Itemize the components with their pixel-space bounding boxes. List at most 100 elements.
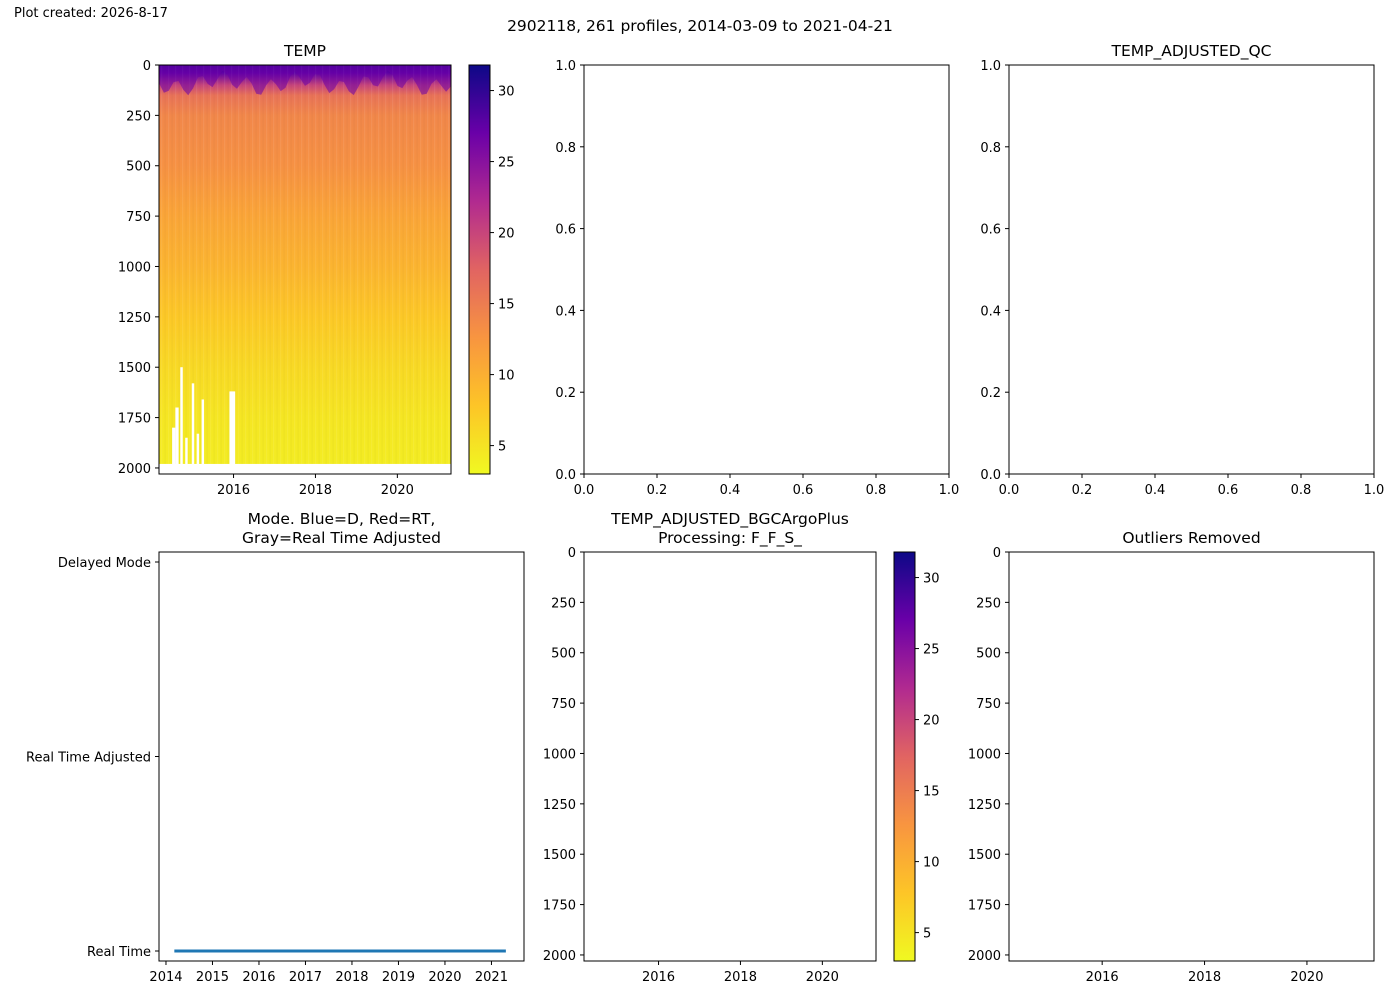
data-gap <box>196 433 200 474</box>
profile-streaks <box>159 65 451 464</box>
data-gap <box>185 437 188 474</box>
colorbar-tick-label: 20 <box>923 714 940 729</box>
y-tick-label: 0 <box>993 546 1001 561</box>
colorbar-tick-label: 30 <box>498 85 515 100</box>
x-tick-label: 2020 <box>428 970 461 985</box>
y-tick-label: 0.8 <box>555 141 576 156</box>
data-gap <box>172 427 176 474</box>
colorbar-frame <box>893 551 916 962</box>
axes-frame <box>1008 551 1375 962</box>
x-tick-label: 2018 <box>724 970 757 985</box>
panel-title-line: Processing: F_F_S_ <box>658 529 802 548</box>
y-tick-label: 500 <box>551 647 576 662</box>
y-tick-label: 0.0 <box>980 468 1001 483</box>
y-tick-label: 500 <box>126 160 151 175</box>
colorbar-gradient <box>894 552 915 961</box>
y-tick-label: 2000 <box>118 462 151 477</box>
mixed-layer <box>159 65 451 96</box>
colorbar: 5 10 15 20 25 30 <box>893 551 940 962</box>
panel-mode: Mode. Blue=D, Red=RT,Gray=Real Time Adju… <box>26 510 525 985</box>
panel-title-line: Mode. Blue=D, Red=RT, <box>248 510 436 528</box>
axes-frame <box>583 64 950 475</box>
x-tick-label: 2018 <box>299 483 332 498</box>
figure-title: 2902118, 261 profiles, 2014-03-09 to 202… <box>507 17 893 35</box>
colorbar-tick-label: 15 <box>498 298 515 313</box>
y-tick-label: 250 <box>126 109 151 124</box>
x-tick-label: 0.0 <box>999 483 1020 498</box>
y-tick-label: 0.0 <box>555 468 576 483</box>
y-tick-label: 250 <box>551 596 576 611</box>
colorbar-gradient <box>469 65 490 474</box>
axes-frame <box>1008 64 1375 475</box>
x-tick-label: 2015 <box>196 970 229 985</box>
y-tick-label: 1500 <box>543 848 576 863</box>
y-tick-label: 1750 <box>118 412 151 427</box>
panel-title: Outliers Removed <box>1122 529 1260 547</box>
y-tick-label: 0.2 <box>555 386 576 401</box>
x-tick-label: 0.2 <box>1072 483 1093 498</box>
y-tick-label: 1250 <box>968 798 1001 813</box>
x-tick-label: 1.0 <box>1364 483 1385 498</box>
x-tick-label: 0.8 <box>866 483 887 498</box>
y-tick-label: 1750 <box>968 899 1001 914</box>
data-gap <box>175 407 179 474</box>
colorbar: 5 10 15 20 25 30 <box>468 64 515 475</box>
panel-outliers: Outliers Removed 0 250 500 750 1000 1250 1500 17… <box>968 529 1375 985</box>
y-tick-label: 1250 <box>118 311 151 326</box>
x-tick-label: 0.8 <box>1291 483 1312 498</box>
y-tick-label: 1500 <box>968 848 1001 863</box>
colorbar-tick-label: 25 <box>923 643 940 658</box>
x-tick-label: 2016 <box>1086 970 1119 985</box>
y-tick-label: 1000 <box>543 747 576 762</box>
data-gap <box>229 391 236 474</box>
y-tick-label: 0.8 <box>980 141 1001 156</box>
y-tick-label: 0.6 <box>555 223 576 238</box>
colorbar-tick-label: 25 <box>498 156 515 171</box>
panel-temp: TEMP 0 250 500 750 1000 1250 1500 1750 2000 2016 20… <box>118 42 515 498</box>
panel-title: TEMP_ADJUSTED_QC <box>1111 42 1272 61</box>
colorbar-frame <box>468 64 491 475</box>
x-tick-label: 2020 <box>1290 970 1323 985</box>
y-tick-label: 0 <box>568 546 576 561</box>
panel-empty: 0.0 0.2 0.4 0.6 0.8 1.0 0.0 0.2 0.4 0.6 0.8 1.0 <box>555 59 959 498</box>
y-tick-label: 0.4 <box>555 304 576 319</box>
x-tick-label: 0.6 <box>1218 483 1239 498</box>
y-tick-label: 0.2 <box>980 386 1001 401</box>
x-tick-label: 0.0 <box>574 483 595 498</box>
y-tick-label: 1500 <box>118 361 151 376</box>
x-tick-label: 2016 <box>642 970 675 985</box>
panel-title-line: Gray=Real Time Adjusted <box>242 529 441 547</box>
axes-frame <box>158 64 452 475</box>
y-tick-label: 1.0 <box>555 59 576 74</box>
colorbar-tick-label: 5 <box>923 927 931 942</box>
axes-frame <box>583 551 877 962</box>
x-tick-label: 2016 <box>217 483 250 498</box>
y-tick-label: Real Time <box>87 945 151 960</box>
data-gap <box>201 399 205 474</box>
y-tick-label: Delayed Mode <box>58 556 151 571</box>
y-tick-label: 1000 <box>118 260 151 275</box>
y-tick-label: 0 <box>143 59 151 74</box>
data-gap <box>180 367 183 474</box>
y-tick-label: 1000 <box>968 747 1001 762</box>
y-tick-label: 2000 <box>543 949 576 964</box>
plot-created-label: Plot created: 2026-8-17 <box>14 6 168 21</box>
colorbar-tick-label: 10 <box>923 856 940 871</box>
panel-temp-adjusted-qc: TEMP_ADJUSTED_QC 0.0 0.2 0.4 0.6 0.8 1.0 0.0 0.2… <box>980 42 1384 498</box>
x-tick-label: 0.2 <box>647 483 668 498</box>
panel-title: TEMP <box>283 42 326 60</box>
x-tick-label: 0.4 <box>720 483 741 498</box>
colorbar-tick-label: 5 <box>498 440 506 455</box>
y-tick-label: Real Time Adjusted <box>26 751 151 766</box>
x-tick-label: 2014 <box>149 970 182 985</box>
colorbar-tick-label: 15 <box>923 785 940 800</box>
y-tick-label: 1750 <box>543 899 576 914</box>
panel-title-line: TEMP_ADJUSTED_BGCArgoPlus <box>610 510 849 529</box>
y-tick-label: 750 <box>126 210 151 225</box>
x-tick-label: 0.4 <box>1145 483 1166 498</box>
y-tick-label: 750 <box>976 697 1001 712</box>
x-tick-label: 2021 <box>475 970 508 985</box>
x-tick-label: 2017 <box>289 970 322 985</box>
